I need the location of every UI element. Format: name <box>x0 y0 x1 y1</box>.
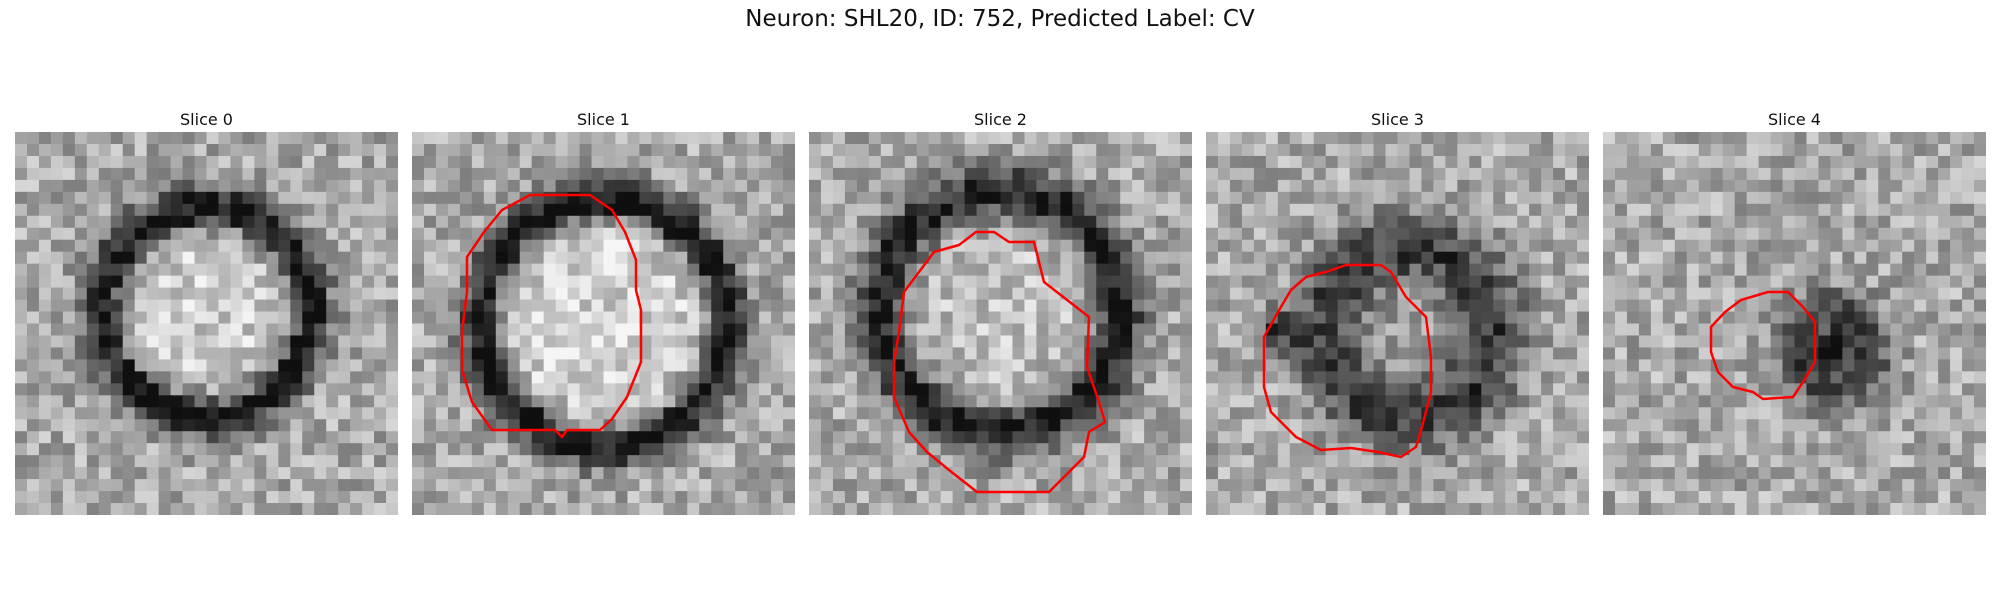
slice-panel-4: Slice 4 <box>1603 108 1986 515</box>
segmentation-contour <box>460 193 643 439</box>
slice-title: Slice 0 <box>180 110 233 129</box>
microscopy-image <box>412 132 795 515</box>
slice-image-svg <box>1603 132 1986 515</box>
slice-panel-1: Slice 1 <box>412 108 795 515</box>
figure-title: Neuron: SHL20, ID: 752, Predicted Label:… <box>745 6 1255 32</box>
microscopy-image <box>1206 132 1589 515</box>
slice-image-svg <box>1206 132 1589 515</box>
segmentation-contour <box>1262 263 1433 459</box>
slice-image-svg <box>15 132 398 515</box>
slice-title: Slice 3 <box>1371 110 1424 129</box>
slice-title: Slice 1 <box>577 110 630 129</box>
slice-panel-2: Slice 2 <box>809 108 1192 515</box>
microscopy-image <box>15 132 398 515</box>
slice-panel-0: Slice 0 <box>15 108 398 515</box>
slice-title: Slice 4 <box>1768 110 1821 129</box>
slice-title: Slice 2 <box>974 110 1027 129</box>
microscopy-image <box>1603 132 1986 515</box>
segmentation-contour <box>1709 290 1817 401</box>
segmentation-contour <box>892 230 1107 494</box>
slice-image-svg <box>809 132 1192 515</box>
microscopy-image <box>809 132 1192 515</box>
slice-panel-3: Slice 3 <box>1206 108 1589 515</box>
slice-image-svg <box>412 132 795 515</box>
